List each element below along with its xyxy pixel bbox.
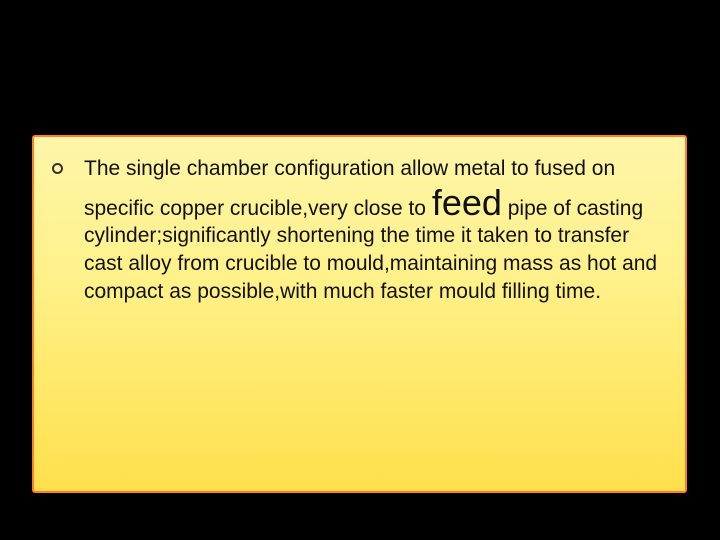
bullet-icon	[52, 163, 63, 174]
emphasis-word: feed	[432, 185, 502, 221]
slide-text-block: The single chamber configuration allow m…	[84, 155, 663, 306]
slide-panel: The single chamber configuration allow m…	[32, 135, 687, 493]
